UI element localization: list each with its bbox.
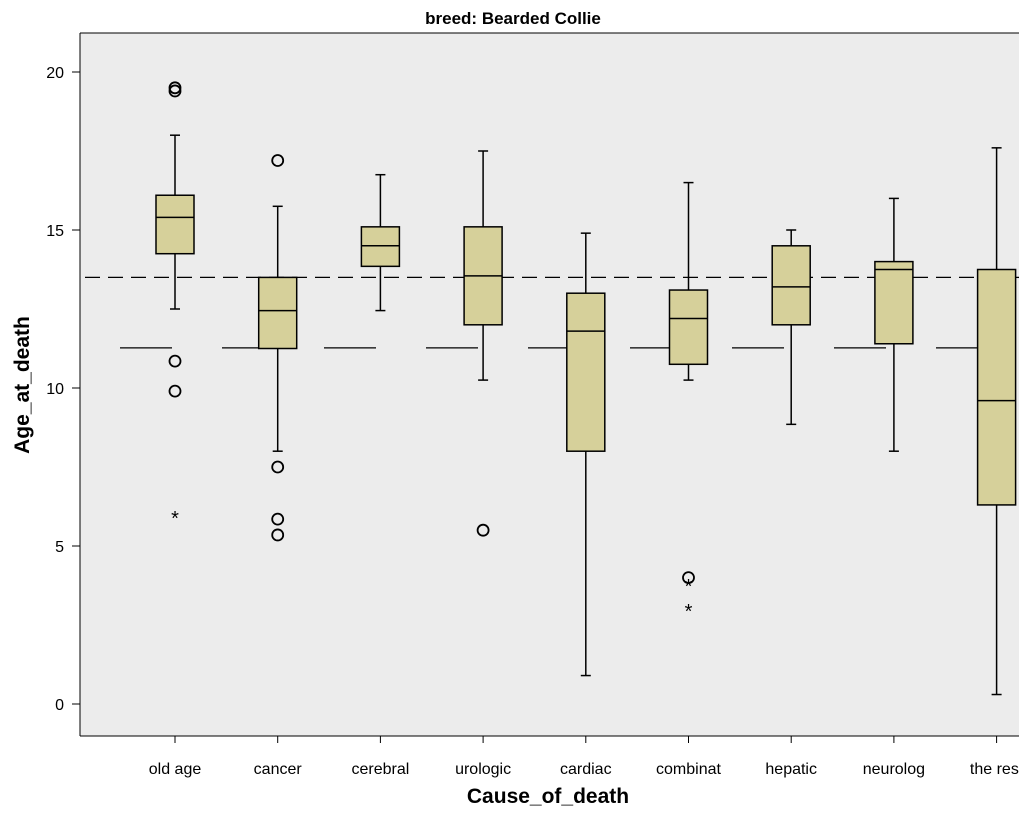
y-axis-ticks: 0 5 10 15 20 (46, 65, 80, 714)
box-urologic (463, 150, 503, 537)
y-tick-label: 10 (46, 381, 64, 398)
chart-title: breed: Bearded Collie (425, 9, 601, 28)
extreme-point: * (685, 601, 693, 623)
box-cancer (257, 154, 298, 542)
extreme-point: * (171, 508, 179, 530)
box-cerebral (360, 173, 401, 312)
box-old-age: * (155, 81, 195, 530)
x-tick-label: cardiac (560, 761, 612, 778)
box-hepatic (771, 229, 811, 426)
box-iqr (874, 260, 914, 345)
y-axis-title: Age_at_death (11, 316, 34, 454)
box-combinat: ** (668, 181, 709, 623)
outlier-point (682, 571, 695, 584)
y-tick-label: 15 (46, 223, 64, 240)
box-iqr (257, 276, 298, 350)
outlier-point (271, 154, 285, 167)
x-tick-label: combinat (656, 761, 721, 778)
plot-area (80, 33, 1019, 736)
outlier-point (271, 512, 285, 526)
outlier-point (476, 523, 490, 537)
box-iqr (360, 226, 401, 268)
box-iqr (155, 194, 195, 255)
x-tick-label: urologic (455, 761, 511, 778)
x-axis-ticks: old age cancer cerebral urologic cardiac comb… (149, 736, 1019, 778)
x-tick-label: old age (149, 761, 202, 778)
box-iqr (976, 268, 1017, 506)
x-tick-label: neurolog (863, 761, 925, 778)
y-tick-label: 0 (55, 697, 64, 714)
box-iqr (668, 289, 709, 366)
y-tick-label: 20 (46, 65, 64, 82)
outlier-point (168, 84, 182, 98)
extreme-point: * (685, 576, 693, 598)
x-tick-label: hepatic (765, 761, 817, 778)
box-cardiac (566, 232, 606, 677)
box-iqr (566, 292, 606, 452)
x-tick-label: cancer (254, 761, 303, 778)
y-tick-label: 5 (55, 539, 64, 556)
box-the-rest (976, 147, 1017, 696)
outlier-point (168, 354, 182, 368)
x-tick-label: cerebral (351, 761, 409, 778)
outlier-point (271, 460, 285, 474)
outlier-point (168, 384, 182, 398)
x-axis-title: Cause_of_death (467, 785, 629, 808)
box-neurolog (874, 197, 914, 452)
reference-lines (80, 276, 1019, 349)
box-iqr (771, 245, 811, 326)
x-tick-label: the rest (970, 761, 1019, 778)
box-series: *** (155, 81, 1017, 696)
outlier-point (271, 528, 285, 542)
